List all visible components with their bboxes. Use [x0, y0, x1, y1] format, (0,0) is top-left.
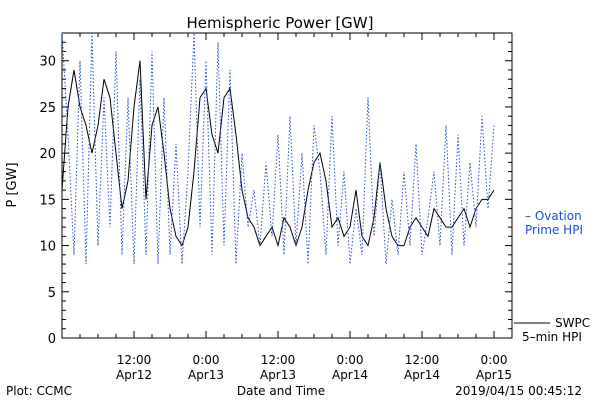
- legend-ovation-line2: Prime HPI: [525, 223, 583, 237]
- y-tick-label: 5: [48, 286, 56, 301]
- y-tick-label: 20: [39, 147, 56, 162]
- footer-right: 2019/04/15 00:45:12: [455, 384, 582, 398]
- x-tick-label-time: 0:00: [193, 353, 220, 367]
- x-tick-label-time: 12:00: [261, 353, 296, 367]
- footer-left: Plot: CCMC: [6, 384, 72, 398]
- y-tick-label: 30: [39, 55, 56, 70]
- x-tick-label-date: Apr13: [260, 368, 296, 382]
- y-axis-label: P [GW]: [5, 162, 20, 207]
- x-axis-label: Date and Time: [237, 384, 325, 398]
- y-tick-label: 0: [48, 332, 56, 347]
- plot-frame: [61, 32, 513, 339]
- y-axis: 0 5 10 15 20 25 30: [39, 32, 512, 347]
- x-axis: 12:00Apr120:00Apr1312:00Apr130:00Apr1412…: [61, 33, 513, 382]
- x-tick-label-date: Apr12: [116, 368, 152, 382]
- legend-swpc-line1: SWPC: [555, 316, 590, 330]
- y-tick-label: 10: [39, 240, 56, 255]
- legend-swpc-line2: 5–min HPI: [522, 330, 582, 344]
- x-tick-label-time: 0:00: [337, 353, 364, 367]
- x-tick-label-time: 12:00: [405, 353, 440, 367]
- x-tick-label-date: Apr15: [476, 368, 512, 382]
- y-tick-label: 25: [39, 101, 56, 116]
- x-tick-label-time: 0:00: [481, 353, 508, 367]
- series-layer: [61, 32, 495, 265]
- x-tick-label-date: Apr14: [404, 368, 440, 382]
- legend-ovation-line1: – Ovation: [525, 209, 582, 223]
- x-tick-label-date: Apr14: [332, 368, 368, 382]
- chart-title: Hemispheric Power [GW]: [187, 14, 374, 32]
- series-swpc-line: [61, 60, 495, 248]
- x-tick-label-date: Apr13: [188, 368, 224, 382]
- x-tick-label-time: 12:00: [117, 353, 152, 367]
- y-tick-label: 15: [39, 193, 56, 208]
- series-ovation-line: [61, 32, 495, 265]
